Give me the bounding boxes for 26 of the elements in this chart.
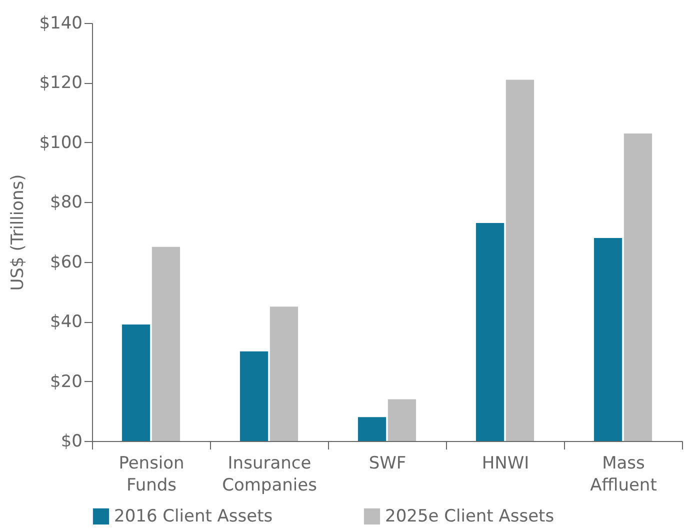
y-tick-label: $40 bbox=[50, 312, 82, 332]
x-tick-label: Mass Affluent bbox=[590, 454, 658, 496]
x-tick-label: Pension Funds bbox=[118, 454, 184, 496]
y-tick-label: $60 bbox=[50, 252, 82, 272]
bar bbox=[506, 80, 534, 441]
bar bbox=[358, 417, 386, 441]
bar bbox=[624, 133, 652, 441]
y-tick-label: $100 bbox=[39, 132, 82, 153]
y-tick-label: $120 bbox=[39, 73, 82, 94]
y-tick-label: $0 bbox=[60, 432, 82, 452]
y-axis-title: US$ (Trillions) bbox=[8, 174, 28, 291]
bar bbox=[240, 351, 268, 441]
legend-label: 2016 Client Assets bbox=[114, 506, 273, 526]
y-tick-label: $20 bbox=[50, 372, 82, 392]
x-tick-label: SWF bbox=[368, 454, 406, 474]
bar bbox=[388, 399, 416, 441]
x-tick-label: Insurance Companies bbox=[222, 454, 318, 496]
y-tick-label: $140 bbox=[39, 14, 82, 34]
x-tick-label: HNWI bbox=[482, 454, 530, 474]
bar bbox=[152, 246, 180, 441]
bar bbox=[476, 223, 504, 441]
legend-label: 2025e Client Assets bbox=[385, 506, 554, 526]
bar bbox=[122, 324, 150, 441]
y-tick-label: $80 bbox=[50, 192, 82, 213]
bar bbox=[270, 306, 298, 441]
bar bbox=[594, 238, 622, 441]
